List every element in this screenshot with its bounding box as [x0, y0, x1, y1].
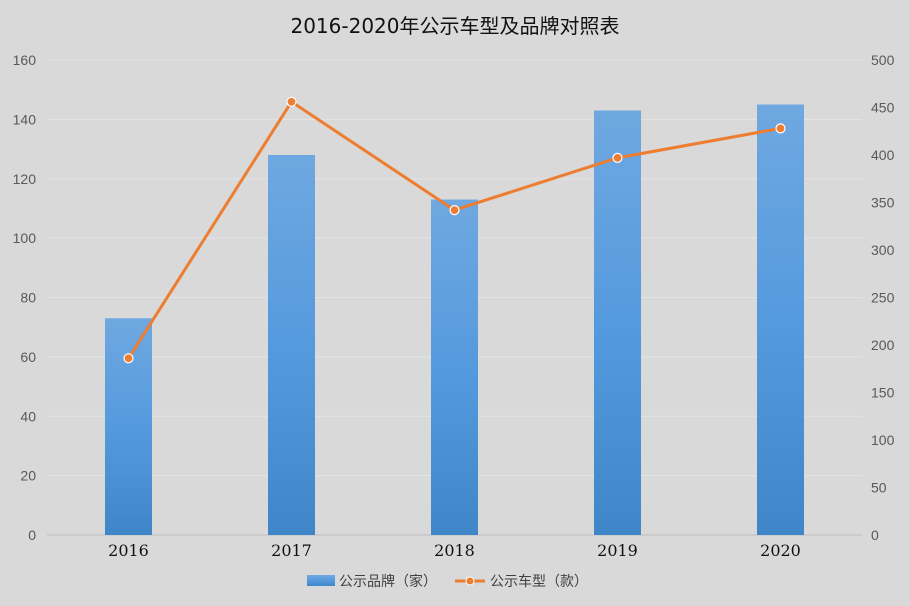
y-right-tick-label: 350 — [871, 195, 895, 211]
y-right-tick-label: 200 — [871, 337, 895, 353]
legend-label-line: 公示车型（款） — [490, 573, 588, 590]
y-left-tick-label: 140 — [13, 111, 37, 127]
y-left-tick-label: 120 — [13, 171, 37, 187]
y-left-tick-label: 60 — [20, 349, 36, 365]
y-right-tick-label: 0 — [871, 527, 879, 543]
line-series — [123, 96, 786, 364]
y-right-tick-label: 500 — [871, 52, 895, 68]
y-left-tick-label: 20 — [20, 468, 36, 484]
line-point — [286, 96, 297, 107]
bar — [431, 199, 478, 535]
line-point — [449, 205, 460, 216]
line-point — [775, 123, 786, 134]
bar — [105, 318, 152, 535]
line-point — [123, 353, 134, 364]
y-right-tick-label: 50 — [871, 480, 887, 496]
x-tick-label: 2018 — [434, 541, 475, 560]
legend-swatch-bar — [307, 575, 335, 586]
y-right-tick-label: 250 — [871, 290, 895, 306]
line-point — [612, 152, 623, 163]
y-right-tick-label: 450 — [871, 100, 895, 116]
y-right-tick-label: 400 — [871, 147, 895, 163]
legend[interactable]: 公示品牌（家） 公示车型（款） — [307, 573, 588, 590]
bar — [757, 104, 804, 535]
y-left-tick-label: 80 — [20, 290, 36, 306]
chart-title: 2016-2020年公示车型及品牌对照表 — [290, 14, 619, 38]
bar — [594, 110, 641, 535]
y-left-tick-label: 0 — [28, 527, 36, 543]
x-tick-label: 2020 — [760, 541, 801, 560]
y-left-tick-label: 40 — [20, 408, 36, 424]
axis-labels: 0 20 40 60 80 100 120 140 160 0 50 100 150 200 250 300 3… — [13, 52, 895, 560]
y-left-tick-label: 160 — [13, 52, 37, 68]
bar-series — [105, 104, 804, 535]
y-right-tick-label: 300 — [871, 242, 895, 258]
x-tick-label: 2017 — [271, 541, 312, 560]
bar — [268, 155, 315, 535]
x-tick-label: 2016 — [108, 541, 149, 560]
y-right-tick-label: 150 — [871, 385, 895, 401]
y-right-tick-label: 100 — [871, 432, 895, 448]
legend-marker-line — [465, 576, 475, 586]
x-tick-label: 2019 — [597, 541, 638, 560]
legend-label-bar: 公示品牌（家） — [339, 573, 437, 590]
y-left-tick-label: 100 — [13, 230, 37, 246]
